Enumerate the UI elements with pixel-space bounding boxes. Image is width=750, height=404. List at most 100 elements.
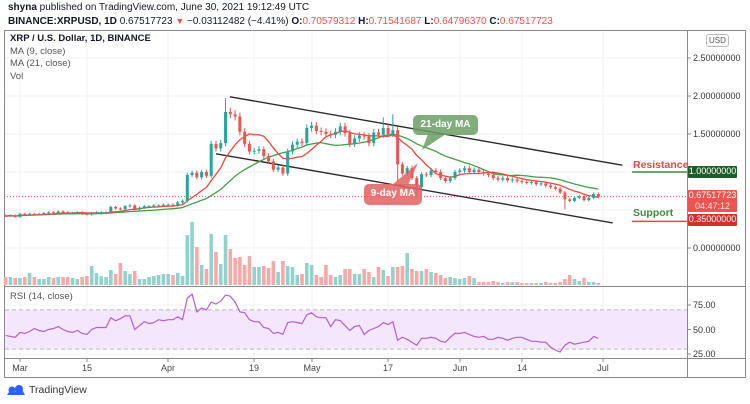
candle-body [424, 174, 428, 176]
volume-bar [89, 266, 94, 285]
volume-bar [448, 277, 452, 285]
volume-bar [80, 277, 84, 285]
candle-body [85, 213, 89, 215]
down-arrow-icon: ▼ [175, 16, 185, 26]
legend-ma21[interactable]: MA (21, close) [10, 58, 71, 69]
candle-body [94, 212, 98, 214]
candle-body [128, 205, 132, 207]
volume-bar [18, 278, 22, 285]
volume-bar [161, 274, 166, 285]
candle-body [305, 127, 309, 144]
volume-bar [596, 283, 601, 285]
candle-body [23, 213, 27, 215]
currency-badge[interactable]: USD [706, 34, 729, 47]
annotation-bubbles [364, 115, 478, 205]
candle-body [491, 175, 495, 179]
volume-bar [185, 235, 190, 285]
candle-body [329, 134, 333, 135]
volume-bars [3, 222, 601, 285]
volume-bar [180, 276, 185, 285]
candle-body [577, 196, 581, 198]
volume-bar [32, 277, 37, 285]
volume-bar [261, 266, 266, 285]
candle-body [343, 126, 347, 134]
volume-bar [166, 274, 170, 285]
candle-body [324, 131, 328, 134]
candle-body [142, 206, 146, 208]
legend-vol[interactable]: Vol [10, 70, 24, 82]
candle-body [243, 131, 247, 144]
candle-body [42, 213, 46, 215]
volume-bar [520, 283, 524, 285]
volume-bar [66, 277, 70, 285]
candle-body [28, 213, 32, 215]
candle-body [544, 183, 548, 186]
publish-text: published on TradingView.com, June 30, 2… [36, 2, 310, 13]
candle-body [572, 197, 576, 201]
candle-body [396, 130, 400, 165]
volume-bar [305, 263, 309, 285]
candle-body [357, 135, 361, 139]
volume-bar [152, 276, 156, 285]
tradingview-logo[interactable]: TradingView [6, 384, 87, 396]
volume-bar [567, 275, 572, 285]
volume-bar [352, 274, 357, 285]
candle-body [161, 204, 165, 206]
volume-bar [529, 283, 534, 285]
candle-body [529, 181, 533, 183]
candle-body [553, 187, 557, 189]
candle-body [443, 178, 447, 182]
tradingview-cloud-icon [7, 385, 25, 395]
volume-bar [481, 282, 486, 285]
volume-bar [271, 261, 276, 285]
volume-bar [195, 247, 199, 285]
candle-body [185, 175, 189, 201]
volume-bar [113, 274, 118, 285]
current-price-box: 0.67517723 04:47:12 [688, 190, 737, 212]
candle-body [582, 196, 586, 201]
candle-body [18, 213, 22, 217]
publisher-name[interactable]: shyna [8, 2, 37, 13]
ma9-bubble [364, 184, 422, 205]
candle-body [195, 172, 199, 178]
candle-body [501, 178, 505, 180]
rsi-line [5, 293, 599, 353]
time-label: Jun [452, 363, 468, 373]
volume-bar [371, 277, 376, 285]
volume-bar [22, 277, 27, 285]
candle-body [295, 141, 299, 145]
candle-body [219, 143, 223, 149]
volume-bar [171, 275, 175, 285]
candle-body [109, 206, 113, 213]
legend-title[interactable]: XRP / U.S. Dollar, 1D, BINANCE [10, 33, 151, 44]
candle-body [386, 127, 390, 134]
candle-body [477, 169, 481, 172]
candle-body [224, 111, 228, 144]
candle-body [80, 212, 84, 214]
volume-bar [572, 279, 577, 285]
volume-bar [524, 283, 529, 285]
candle-body [391, 130, 395, 134]
publish-info: shyna published on TradingView.com, June… [8, 2, 309, 14]
candle-body [377, 132, 380, 135]
candle-body [525, 181, 529, 183]
candle-body [281, 167, 285, 174]
rsi-band-fill [5, 309, 687, 350]
volume-bar [46, 277, 51, 285]
rsi-legend[interactable]: RSI (14, close) [10, 291, 73, 302]
time-label: 19 [248, 363, 260, 373]
candle-body [152, 205, 156, 207]
legend-ma9[interactable]: MA (9, close) [10, 45, 66, 57]
volume-bar [577, 281, 582, 285]
ma21-annotation: 21-day MA [420, 119, 471, 130]
volume-bar [486, 282, 491, 285]
candle-body [463, 168, 467, 171]
resistance-price-box: 1.00000000 [688, 166, 737, 178]
volume-bar [223, 235, 228, 285]
candle-body [166, 204, 170, 206]
candle-body [204, 172, 208, 176]
candle-body [434, 170, 438, 172]
candle-body [319, 130, 323, 132]
volume-bar [553, 283, 558, 285]
